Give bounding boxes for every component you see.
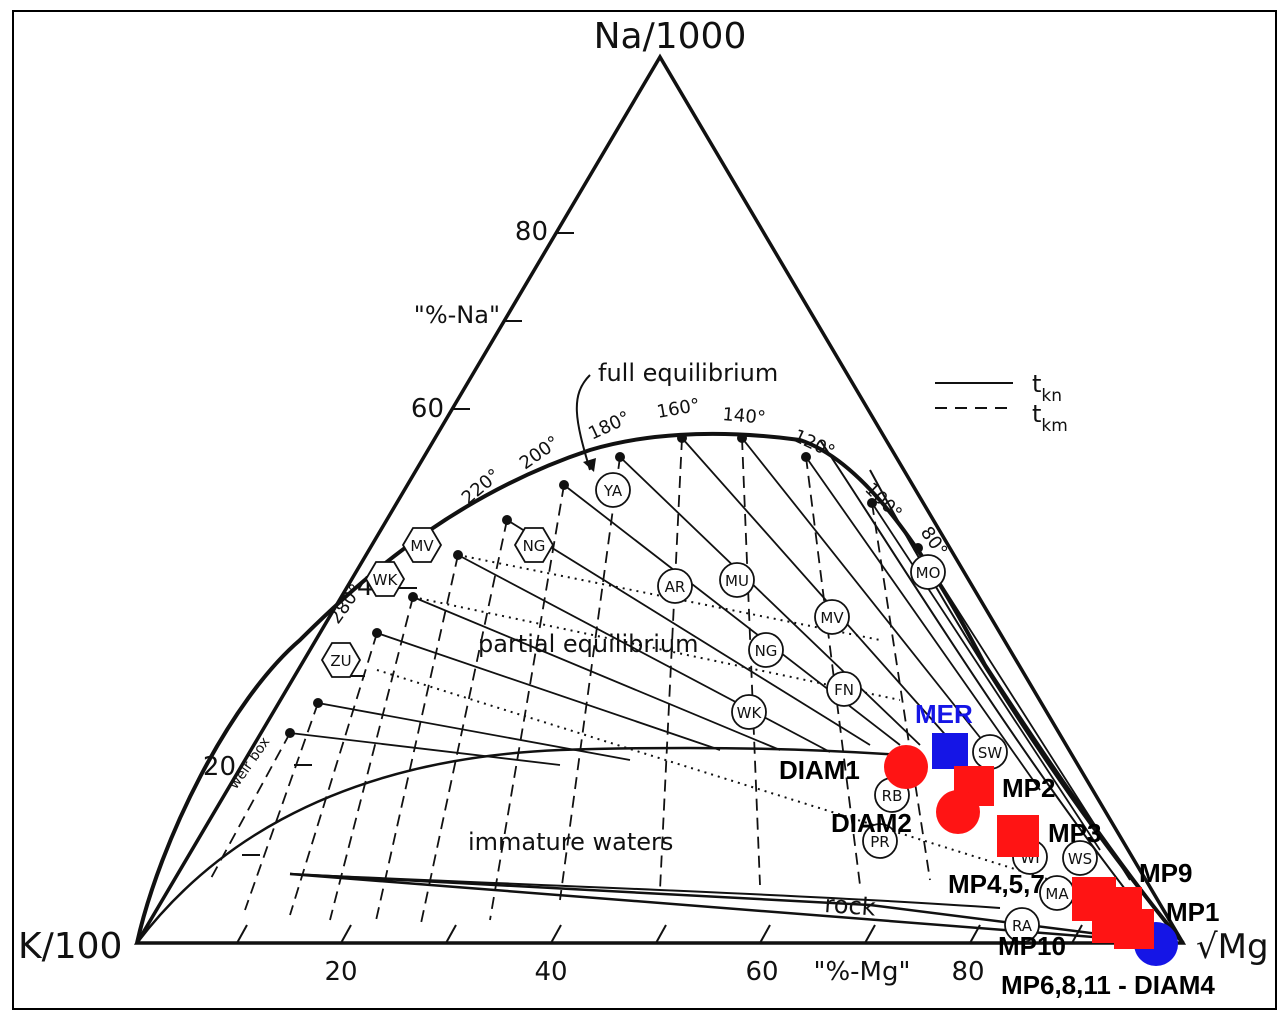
label-DIAM2: DIAM2 <box>831 808 912 838</box>
bottom-tick-label-80: 80 <box>951 957 984 987</box>
chart-frame <box>12 10 1277 1010</box>
vertex-right-label: √Mg <box>1196 927 1269 967</box>
outer-line-1 <box>869 469 1184 944</box>
field-ZU: ZU <box>320 642 362 678</box>
svg-text:YA: YA <box>603 482 623 500</box>
field-MU: MU <box>719 562 755 598</box>
bottom-tick-label-40: 40 <box>534 957 567 987</box>
full-equilibrium-line <box>135 431 1185 945</box>
label-MP9: MP9 <box>1139 858 1192 888</box>
vertex-top-label: Na/1000 <box>594 16 747 57</box>
legend-entry-2: tkm <box>1032 400 1068 436</box>
svg-text:AR: AR <box>665 578 686 596</box>
svg-text:WK: WK <box>737 704 763 722</box>
svg-text:ZU: ZU <box>330 652 351 670</box>
svg-text:MV: MV <box>410 537 434 555</box>
svg-text:SW: SW <box>978 744 1003 762</box>
marker-MP3 <box>997 815 1039 857</box>
marker-MP1 <box>1114 909 1154 949</box>
vertex-left-label: K/100 <box>18 926 122 967</box>
temp-label-120: 120° <box>790 425 838 462</box>
field-MV-1: MV <box>401 527 443 563</box>
svg-text:MV: MV <box>820 609 844 627</box>
field-SW: SW <box>972 734 1008 770</box>
full-equilibrium-arrowhead <box>583 458 596 472</box>
equilibrium-dots <box>285 433 923 738</box>
bottom-axis-ticks <box>236 924 1083 944</box>
label-MP3: MP3 <box>1048 818 1101 848</box>
field-MV-2: MV <box>814 599 850 635</box>
field-WK: WK <box>364 561 406 597</box>
full-equilibrium-arrow <box>575 374 591 471</box>
svg-text:RA: RA <box>1012 917 1033 935</box>
immature-boundary <box>136 746 901 944</box>
left-tick-label-60: 60 <box>411 394 444 424</box>
label-MER: MER <box>915 699 973 729</box>
field-PR: PR <box>862 823 898 859</box>
field-NG-2: NG <box>748 632 784 668</box>
left-tick-label-20: 20 <box>203 752 236 782</box>
svg-text:MU: MU <box>725 572 749 590</box>
dotted-lines <box>376 554 1051 881</box>
sample-markers <box>884 733 1178 966</box>
outer-line-2 <box>819 439 1166 941</box>
field-RA: RA <box>1004 907 1040 943</box>
marker-DIAM1 <box>884 745 928 789</box>
field-NG-1: NG <box>513 527 555 563</box>
rock-label: rock <box>824 890 877 922</box>
temp-label-180: 180° <box>585 407 633 444</box>
solid-isotherms <box>289 437 1131 881</box>
triangle-outline <box>133 53 1187 945</box>
legend-entry-1: tkn <box>1032 370 1062 406</box>
bottom-tick-label-60: 60 <box>745 957 778 987</box>
label-DIAM1: DIAM1 <box>779 755 860 785</box>
immature-waters-label: immature waters <box>468 828 673 856</box>
left-tick-label-80: 80 <box>515 217 548 247</box>
full-equilibrium-label: full equilibrium <box>598 359 778 387</box>
dashed-isotherms <box>209 437 931 929</box>
svg-text:NG: NG <box>523 537 546 555</box>
label-MP1: MP1 <box>1166 897 1219 927</box>
bottom-tick-label-20: 20 <box>324 957 357 987</box>
field-MO: MO <box>910 554 946 590</box>
field-AR: AR <box>657 568 693 604</box>
field-MA: MA <box>1039 875 1075 911</box>
bottom-axis-title: "%-Mg" <box>814 957 911 987</box>
svg-text:PR: PR <box>870 833 889 851</box>
svg-text:WS: WS <box>1068 850 1092 868</box>
temperature-labels: 280° 220° 200° 180° 160° 140° 120° 100° … <box>325 395 952 628</box>
svg-text:RB: RB <box>882 787 903 805</box>
label-MP10: MP10 <box>998 931 1066 961</box>
svg-text:MA: MA <box>1045 885 1069 903</box>
svg-text:NG: NG <box>755 642 778 660</box>
svg-text:WK: WK <box>373 571 399 589</box>
svg-text:MO: MO <box>916 564 941 582</box>
rock-wedge-2 <box>289 873 1001 909</box>
partial-equilibrium-label: partial equilibrium <box>478 630 698 658</box>
left-axis-title: "%-Na" <box>414 301 500 329</box>
label-MP6-8-11-DIAM4: MP6,8,11 - DIAM4 <box>1001 970 1215 1000</box>
label-MP4-5-7: MP4,5,7 <box>948 869 1045 899</box>
svg-text:FN: FN <box>834 681 854 699</box>
field-WS: WS <box>1062 840 1098 876</box>
temp-label-220: 220° <box>458 465 505 509</box>
marker-DIAM2 <box>936 790 980 834</box>
temp-label-140: 140° <box>722 404 767 429</box>
marker-MER <box>932 733 968 769</box>
sample-labels: MER DIAM1 DIAM2 MP2 MP3 MP4,5,7 MP9 MP1 … <box>779 699 1219 1000</box>
temp-label-160: 160° <box>655 395 701 423</box>
label-MP2: MP2 <box>1002 773 1055 803</box>
field-WK-2: WK <box>731 694 767 730</box>
field-FN: FN <box>826 671 862 707</box>
legend: tkn tkm <box>935 370 1068 436</box>
field-YA: YA <box>595 472 631 508</box>
reference-fields: ZU WK MV NG YA AR MU MV NG WK FN MO SW R… <box>320 472 1098 943</box>
